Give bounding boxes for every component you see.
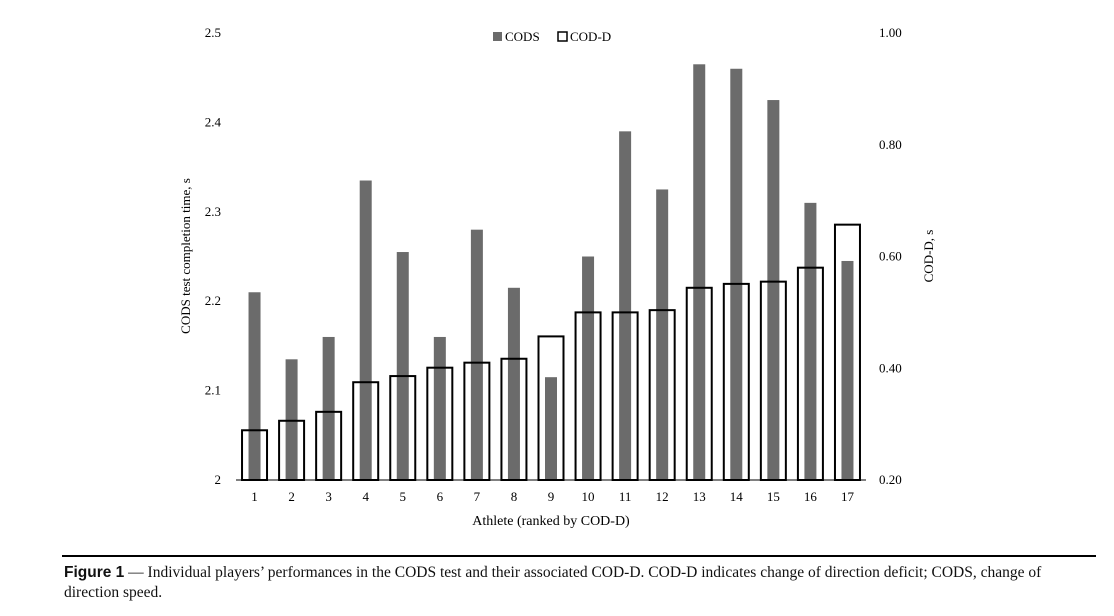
legend-label-cods: CODS (505, 29, 540, 44)
right-tick-label: 1.00 (879, 25, 902, 40)
bar-cods-17 (841, 260, 854, 480)
x-tick-label: 14 (730, 489, 744, 504)
right-tick-label: 0.40 (879, 360, 902, 375)
x-tick-label: 9 (548, 489, 555, 504)
bar-cods-7 (470, 229, 483, 480)
bar-cods-9 (545, 377, 557, 480)
x-tick-label: 11 (619, 489, 632, 504)
right-tick-label: 0.60 (879, 249, 902, 264)
bar-cods-11 (619, 131, 632, 480)
x-tick-label: 8 (511, 489, 518, 504)
legend-swatch-codd (557, 31, 568, 42)
right-axis-tick-labels: 0.20 0.40 0.60 0.80 1.00 (879, 25, 902, 487)
x-tick-labels: 1 2 3 4 5 6 7 8 9 10 11 12 13 14 15 16 17 (251, 489, 854, 504)
bar-cods-13 (693, 64, 706, 480)
left-axis-tick-labels: 2 2.1 2.2 2.3 2.4 2.5 (205, 25, 222, 487)
right-axis-label: COD-D, s (921, 230, 936, 283)
bar-cods-8 (507, 287, 520, 480)
legend-label-codd: COD-D (570, 29, 611, 44)
right-tick-label: 0.80 (879, 137, 902, 152)
left-tick-label: 2.5 (205, 25, 221, 40)
x-tick-label: 4 (362, 489, 369, 504)
caption-lead: Figure 1 (64, 564, 125, 581)
caption-rule (62, 555, 1096, 557)
bar-cods-16 (804, 202, 817, 481)
bar-cods-6 (433, 336, 446, 480)
bar-cods-2 (285, 359, 298, 480)
left-tick-label: 2.2 (205, 293, 221, 308)
x-tick-label: 3 (325, 489, 332, 504)
bar-cods-10 (582, 256, 595, 480)
bar-cods-14 (730, 68, 743, 480)
left-tick-label: 2 (215, 472, 222, 487)
x-tick-label: 13 (693, 489, 706, 504)
bar-chart: 1 2 3 4 5 6 7 8 9 10 11 12 13 14 15 16 17 22.12.22.32.42… (178, 25, 936, 529)
x-tick-label: 17 (841, 489, 855, 504)
legend: CODS COD-D (493, 29, 611, 44)
figure-caption: Figure 1 — Individual players’ performan… (64, 563, 1094, 603)
x-tick-label: 6 (437, 489, 444, 504)
right-tick-label: 0.20 (879, 472, 902, 487)
x-tick-label: 15 (767, 489, 780, 504)
bar-cods-1 (248, 292, 261, 480)
left-axis-label: CODS test completion time, s (178, 178, 193, 334)
bar-cods-12 (656, 189, 669, 480)
bar-cods-4 (359, 180, 372, 480)
x-axis-label: Athlete (ranked by COD-D) (472, 514, 630, 529)
x-tick-label: 2 (288, 489, 295, 504)
x-tick-label: 12 (656, 489, 669, 504)
caption-dash: — (124, 564, 148, 581)
x-tick-label: 10 (582, 489, 595, 504)
bar-cods-5 (396, 252, 409, 480)
left-tick-label: 2.4 (205, 114, 222, 129)
x-tick-label: 7 (474, 489, 481, 504)
bar-cods-15 (767, 100, 780, 481)
x-tick-label: 1 (251, 489, 258, 504)
x-tick-label: 16 (804, 489, 818, 504)
left-tick-label: 2.3 (205, 204, 221, 219)
x-tick-label: 5 (400, 489, 407, 504)
legend-swatch-cods (493, 32, 502, 41)
bars-layer (241, 64, 861, 482)
caption-text: Individual players’ performances in the … (64, 564, 1042, 601)
left-tick-label: 2.1 (205, 383, 221, 398)
bar-cods-3 (322, 336, 335, 480)
